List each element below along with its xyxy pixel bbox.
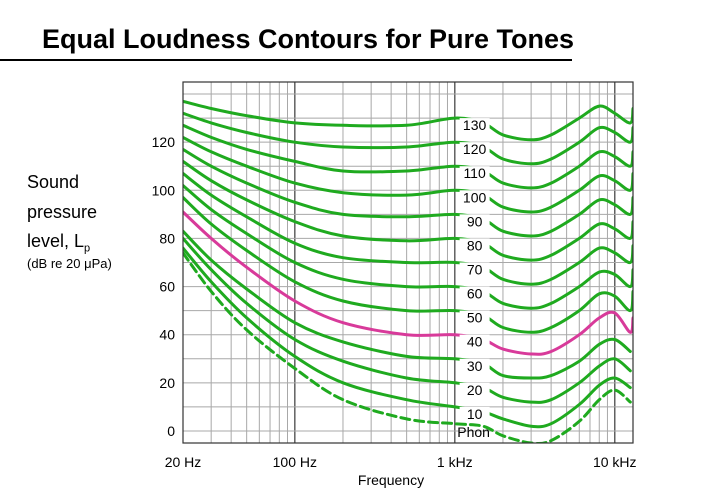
contour-110-phon (183, 123, 633, 190)
phon-label-130: 130 (463, 117, 487, 133)
contour-90-phon (183, 147, 633, 238)
contour-70-phon (183, 172, 633, 286)
chart-labels: 10 20 30 40 50 60 70 80 90 100 110 120 130 Phon 0 20 40 6… (152, 117, 637, 488)
phon-label-60: 60 (467, 286, 483, 302)
phon-label-bg (459, 382, 490, 398)
contour-100-phon (183, 135, 633, 214)
title-underline (0, 59, 572, 61)
y-axis-label-line3: level, Lp (27, 229, 90, 261)
x-tick-label: 100 Hz (273, 454, 317, 470)
contour-curves (183, 99, 633, 443)
x-tick-label: 10 kHz (593, 454, 637, 470)
phon-label-40: 40 (467, 334, 483, 350)
phon-label-bg (459, 142, 490, 158)
phon-label-100: 100 (463, 189, 487, 205)
phon-label-bg (459, 358, 490, 374)
contour-80-phon (183, 159, 633, 262)
phon-label-bg (459, 214, 490, 230)
phon-label-70: 70 (467, 262, 483, 278)
y-axis-label-text: level, L (27, 231, 85, 251)
x-tick-label: 20 Hz (165, 454, 202, 470)
y-tick-label: 40 (159, 327, 175, 343)
y-tick-label: 120 (152, 134, 176, 150)
phon-label-10: 10 (467, 406, 483, 422)
y-tick-label: 20 (159, 375, 175, 391)
phon-unit-label: Phon (457, 424, 490, 440)
x-tick-label: 1 kHz (437, 454, 473, 470)
y-tick-label: 0 (167, 423, 175, 439)
contour-130-phon (183, 99, 633, 142)
phon-label-bg (459, 310, 490, 326)
contour-120-phon (183, 111, 633, 166)
y-tick-label: 60 (159, 279, 175, 295)
plot-frame (182, 81, 634, 444)
phon-label-110: 110 (463, 165, 486, 181)
phon-label-50: 50 (467, 310, 483, 326)
y-axis-label-line1: Sound (27, 172, 80, 192)
phon-label-bg (459, 286, 490, 302)
contour-40-phon (183, 210, 633, 356)
contour-threshold (183, 251, 632, 443)
phon-label-bg (459, 334, 490, 350)
y-tick-label: 100 (152, 182, 176, 198)
x-axis-label: Frequency (358, 472, 424, 488)
phon-label-80: 80 (467, 237, 483, 253)
phon-label-20: 20 (467, 382, 483, 398)
phon-label-120: 120 (463, 141, 487, 157)
y-axis-unit: (dB re 20 μPa) (27, 256, 112, 271)
phon-label-bg (459, 166, 490, 182)
phon-label-30: 30 (467, 358, 483, 374)
phon-label-bg (459, 190, 490, 206)
contour-50-phon (183, 196, 633, 334)
page-title: Equal Loudness Contours for Pure Tones (42, 24, 575, 54)
y-tick-label: 80 (159, 230, 175, 246)
phon-label-bg (459, 262, 490, 278)
phon-label-bg (459, 118, 490, 134)
y-axis-label-line2: pressure (27, 202, 98, 222)
phon-label-90: 90 (467, 213, 483, 229)
contour-60-phon (183, 184, 633, 310)
phon-label-bg (459, 406, 490, 422)
phon-label-bg (459, 238, 490, 254)
y-axis-label-subscript: p (84, 242, 91, 255)
